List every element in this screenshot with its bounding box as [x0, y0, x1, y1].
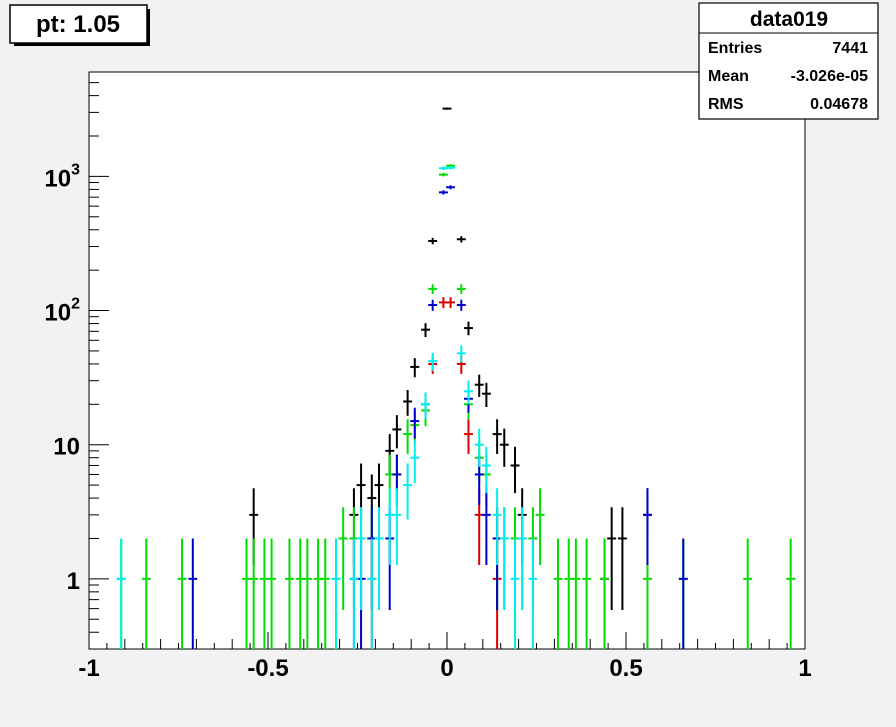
- stats-box: data019 Entries 7441 Mean -3.026e-05 RMS…: [698, 2, 879, 120]
- stats-mean-value: -3.026e-05: [791, 68, 868, 85]
- data-point: [141, 538, 151, 649]
- data-point: [410, 358, 420, 378]
- data-point: [571, 538, 581, 649]
- data-point: [356, 507, 366, 611]
- data-point: [338, 507, 348, 611]
- data-point: [456, 299, 466, 311]
- x-tick-label: -0.5: [247, 655, 288, 682]
- y-tick-label: 10: [53, 434, 80, 461]
- data-point: [474, 428, 484, 467]
- data-point: [517, 507, 527, 611]
- y-tick-label: 103: [44, 161, 80, 192]
- stats-rms-value: 0.04678: [810, 96, 868, 113]
- data-point: [428, 237, 438, 245]
- data-point: [464, 419, 473, 454]
- x-tick-label: 1: [798, 655, 811, 682]
- data-point: [349, 538, 359, 649]
- stats-rms-label: RMS: [708, 96, 744, 113]
- data-point: [410, 440, 420, 484]
- series-4: [116, 166, 538, 649]
- data-point: [492, 488, 502, 566]
- data-point: [302, 538, 312, 649]
- data-point: [643, 488, 652, 566]
- data-point: [446, 166, 456, 170]
- data-point: [456, 345, 466, 363]
- data-point: [421, 323, 430, 337]
- data-point: [116, 538, 126, 649]
- data-point: [528, 538, 538, 649]
- stats-name: data019: [750, 8, 828, 31]
- data-point: [188, 538, 198, 649]
- stats-mean-label: Mean: [708, 68, 749, 85]
- data-point: [456, 284, 466, 294]
- y-tick-label: 102: [44, 296, 80, 327]
- data-point: [392, 415, 402, 449]
- data-point: [421, 392, 430, 420]
- data-point: [481, 446, 491, 494]
- data-point: [582, 538, 592, 649]
- data-point: [428, 299, 438, 311]
- axis-tick-labels: -1 -0.5 0 0.5 1 1 10 102 103: [44, 161, 811, 682]
- data-points: [116, 107, 796, 649]
- data-point: [510, 538, 520, 649]
- data-point: [267, 538, 277, 649]
- data-point: [177, 538, 187, 649]
- data-point: [403, 463, 413, 520]
- data-point: [481, 488, 491, 566]
- plot-frame: [88, 71, 806, 650]
- data-point: [456, 236, 466, 243]
- title-text: pt: 1.05: [36, 11, 120, 38]
- data-point: [438, 190, 448, 195]
- data-point: [499, 507, 509, 611]
- data-point: [678, 538, 688, 649]
- data-point: [285, 538, 294, 649]
- data-point: [481, 382, 491, 407]
- data-point: [510, 446, 520, 494]
- data-point: [535, 488, 545, 566]
- data-point: [617, 507, 627, 611]
- y-tick-label: 1: [67, 568, 80, 595]
- data-point: [607, 507, 617, 611]
- title-box: pt: 1.05: [9, 4, 150, 46]
- data-point: [464, 321, 473, 336]
- data-point: [474, 374, 484, 397]
- data-point: [492, 419, 502, 454]
- data-point: [249, 538, 259, 649]
- data-point: [331, 538, 341, 649]
- data-point: [499, 428, 509, 467]
- data-point: [442, 107, 452, 110]
- x-tick-label: 0.5: [609, 655, 642, 682]
- data-point: [553, 538, 563, 649]
- data-point: [367, 538, 377, 649]
- data-point: [464, 380, 473, 405]
- stats-entries-label: Entries: [708, 40, 762, 57]
- data-point: [743, 538, 753, 649]
- data-point: [446, 185, 456, 190]
- x-tick-label: -1: [78, 655, 99, 682]
- data-point: [403, 389, 413, 416]
- data-point: [786, 538, 796, 649]
- data-point: [403, 419, 413, 454]
- data-point: [320, 538, 330, 649]
- data-point: [428, 352, 438, 371]
- data-point: [374, 507, 384, 611]
- data-point: [600, 538, 609, 649]
- x-tick-label: 0: [440, 655, 453, 682]
- data-point: [438, 172, 448, 177]
- data-point: [428, 284, 438, 294]
- stats-entries-value: 7441: [832, 40, 868, 57]
- data-point: [446, 297, 456, 309]
- data-point: [392, 488, 402, 566]
- data-point: [410, 407, 420, 439]
- axis-ticks: [88, 71, 806, 650]
